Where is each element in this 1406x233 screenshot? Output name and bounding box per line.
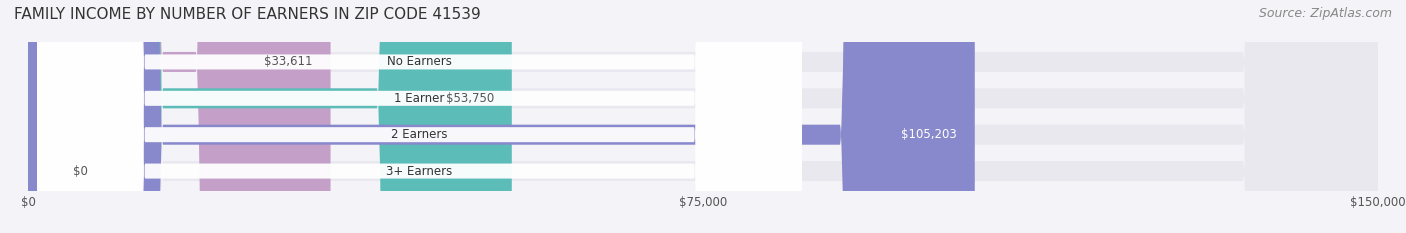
FancyBboxPatch shape bbox=[37, 0, 801, 233]
FancyBboxPatch shape bbox=[28, 0, 512, 233]
FancyBboxPatch shape bbox=[28, 0, 330, 233]
FancyBboxPatch shape bbox=[28, 0, 974, 233]
Text: $33,611: $33,611 bbox=[264, 55, 312, 69]
FancyBboxPatch shape bbox=[37, 0, 801, 233]
Text: $105,203: $105,203 bbox=[901, 128, 956, 141]
FancyBboxPatch shape bbox=[28, 0, 1378, 233]
Text: $53,750: $53,750 bbox=[446, 92, 494, 105]
Text: $0: $0 bbox=[73, 164, 89, 178]
Text: 3+ Earners: 3+ Earners bbox=[387, 164, 453, 178]
FancyBboxPatch shape bbox=[37, 0, 801, 233]
Text: 2 Earners: 2 Earners bbox=[391, 128, 447, 141]
Text: 1 Earner: 1 Earner bbox=[394, 92, 444, 105]
Text: No Earners: No Earners bbox=[387, 55, 451, 69]
Text: FAMILY INCOME BY NUMBER OF EARNERS IN ZIP CODE 41539: FAMILY INCOME BY NUMBER OF EARNERS IN ZI… bbox=[14, 7, 481, 22]
Text: Source: ZipAtlas.com: Source: ZipAtlas.com bbox=[1258, 7, 1392, 20]
FancyBboxPatch shape bbox=[28, 0, 1378, 233]
FancyBboxPatch shape bbox=[37, 0, 801, 233]
FancyBboxPatch shape bbox=[28, 0, 1378, 233]
FancyBboxPatch shape bbox=[28, 0, 1378, 233]
